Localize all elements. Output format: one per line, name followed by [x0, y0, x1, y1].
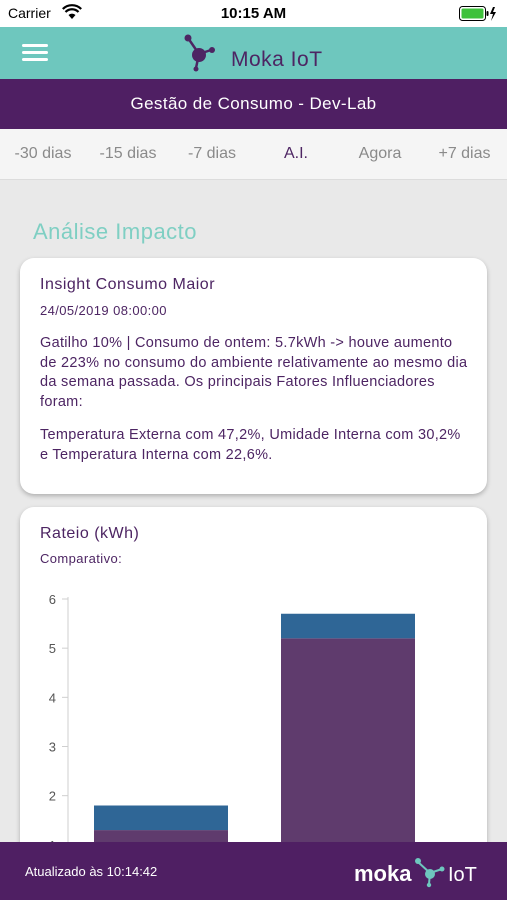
y-tick-label: 4	[49, 690, 56, 705]
y-tick-label: 6	[49, 592, 56, 607]
tab-now[interactable]: Agora	[358, 145, 402, 162]
clock: 10:15 AM	[220, 5, 287, 22]
period-tabs: -30 dias -15 dias -7 dias A.I. Agora +7 …	[0, 129, 507, 180]
tab-15-days[interactable]: -15 dias	[99, 145, 157, 162]
section-title: Análise Impacto	[33, 219, 198, 244]
carrier-label: Carrier	[8, 5, 51, 21]
insight-card: Insight Consumo Maior 24/05/2019 08:00:0…	[20, 258, 487, 494]
footer: Atualizado às 10:14:42 moka IoT	[0, 842, 507, 900]
status-bar: Carrier 10:15 AM	[0, 0, 507, 27]
insight-factors: Temperatura Externa com 47,2%, Umidade I…	[40, 427, 461, 463]
app-header: Moka IoT	[0, 27, 507, 79]
tab-ai[interactable]: A.I.	[283, 145, 308, 162]
y-tick-label: 5	[49, 641, 56, 656]
wifi-icon	[62, 4, 82, 23]
insight-title: Insight Consumo Maior	[40, 276, 216, 293]
rateio-card: Rateio (kWh) Comparativo: 123456	[20, 507, 487, 900]
tab-30-days[interactable]: -30 dias	[14, 145, 72, 162]
tab-7-days[interactable]: -7 dias	[187, 145, 237, 162]
y-tick-label: 3	[49, 740, 56, 755]
app-title: Moka IoT	[231, 48, 323, 71]
svg-text:IoT: IoT	[448, 864, 477, 886]
tab-plus-7-days[interactable]: +7 dias	[438, 145, 491, 162]
rateio-subtitle: Comparativo:	[40, 551, 123, 566]
moka-iot-brand-logo: moka IoT	[354, 858, 477, 888]
svg-text:moka: moka	[354, 861, 412, 886]
y-tick-label: 2	[49, 789, 56, 804]
page-title: Gestão de Consumo - Dev-Lab	[0, 79, 507, 129]
moka-logo-icon	[184, 34, 215, 72]
bar-segment-2-2	[281, 613, 415, 639]
last-updated: Atualizado às 10:14:42	[25, 864, 158, 879]
rateio-title: Rateio (kWh)	[40, 525, 140, 542]
insight-date: 24/05/2019 08:00:00	[40, 303, 167, 318]
insight-description: Gatilho 10% | Consumo de ontem: 5.7kWh -…	[40, 335, 468, 410]
battery-icon	[459, 6, 497, 22]
bar-segment-1-2	[94, 805, 228, 831]
hamburger-menu-icon[interactable]	[22, 44, 48, 62]
